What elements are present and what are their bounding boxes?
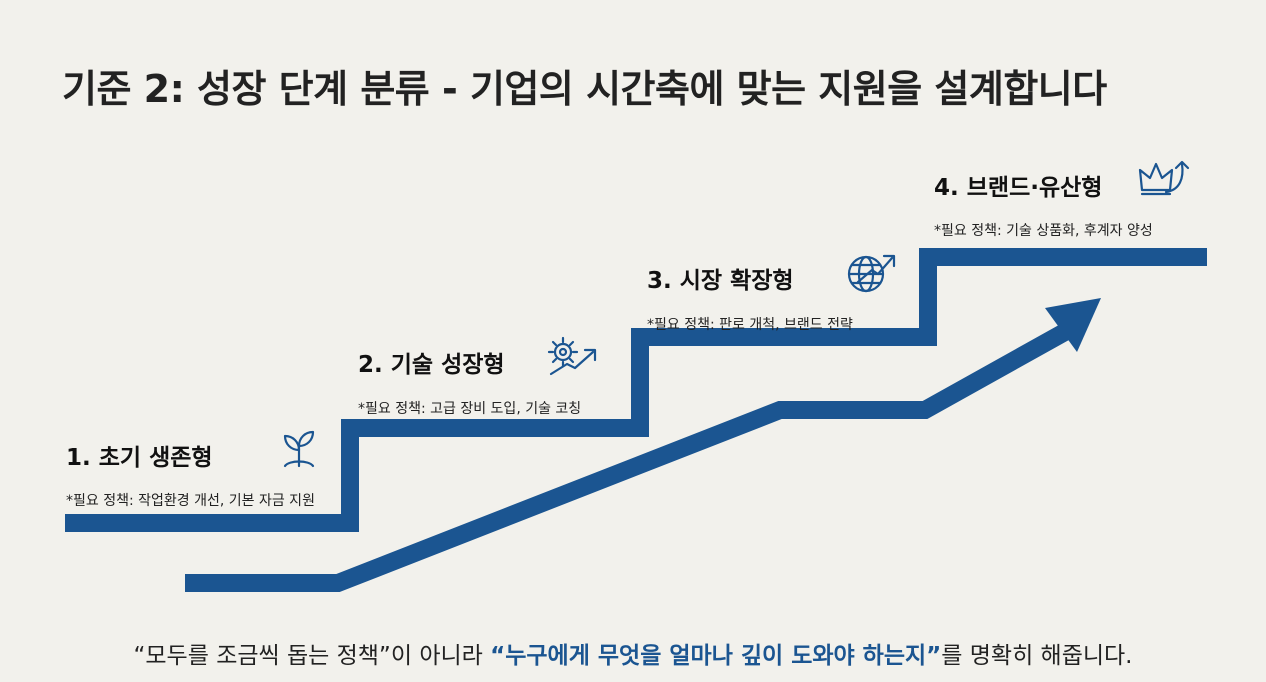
growth-arrow-line bbox=[185, 320, 1077, 592]
footer-text-start: “모두를 조금씩 돕는 정책”이 아니라 bbox=[133, 643, 491, 669]
stage-2-label: 2. 기술 성장형 bbox=[358, 352, 505, 378]
staircase-line bbox=[65, 248, 1207, 532]
footer-highlight: “누구에게 무엇을 얼마나 깊이 도와야 하는지” bbox=[490, 643, 942, 669]
stage-3: 3. 시장 확장형 *필요 정책: 판로 개척, 브랜드 전략 bbox=[647, 254, 898, 334]
sprout-icon bbox=[277, 426, 321, 476]
stage-1-label: 1. 초기 생존형 bbox=[66, 445, 213, 471]
page-title: 기준 2: 성장 단계 분류 - 기업의 시간축에 맞는 지원을 설계합니다 bbox=[62, 67, 1107, 111]
stage-2: 2. 기술 성장형 *필요 정책: 고급 장비 도입, 기술 코칭 bbox=[358, 336, 599, 418]
stage-3-policy: *필요 정책: 판로 개척, 브랜드 전략 bbox=[647, 317, 853, 333]
crown-arrow-icon bbox=[1136, 156, 1194, 206]
stage-4-label: 4. 브랜드·유산형 bbox=[934, 175, 1103, 201]
stage-1: 1. 초기 생존형 *필요 정책: 작업환경 개선, 기본 자금 지원 bbox=[66, 430, 321, 510]
stage-4: 4. 브랜드·유산형 *필요 정책: 기술 상품화, 후계자 양성 bbox=[934, 160, 1194, 240]
stage-1-policy: *필요 정책: 작업환경 개선, 기본 자금 지원 bbox=[66, 493, 315, 509]
globe-arrow-icon bbox=[844, 248, 898, 300]
stage-3-label: 3. 시장 확장형 bbox=[647, 268, 794, 294]
stage-4-policy: *필요 정책: 기술 상품화, 후계자 양성 bbox=[934, 223, 1153, 239]
stage-2-policy: *필요 정책: 고급 장비 도입, 기술 코칭 bbox=[358, 401, 582, 417]
footer-summary: “모두를 조금씩 돕는 정책”이 아니라 “누구에게 무엇을 얼마나 깊이 도와… bbox=[0, 636, 1266, 670]
gear-growth-icon bbox=[545, 334, 599, 384]
footer-text-end: 를 명확히 해줍니다. bbox=[941, 643, 1133, 669]
growth-arrowhead bbox=[1045, 298, 1101, 352]
